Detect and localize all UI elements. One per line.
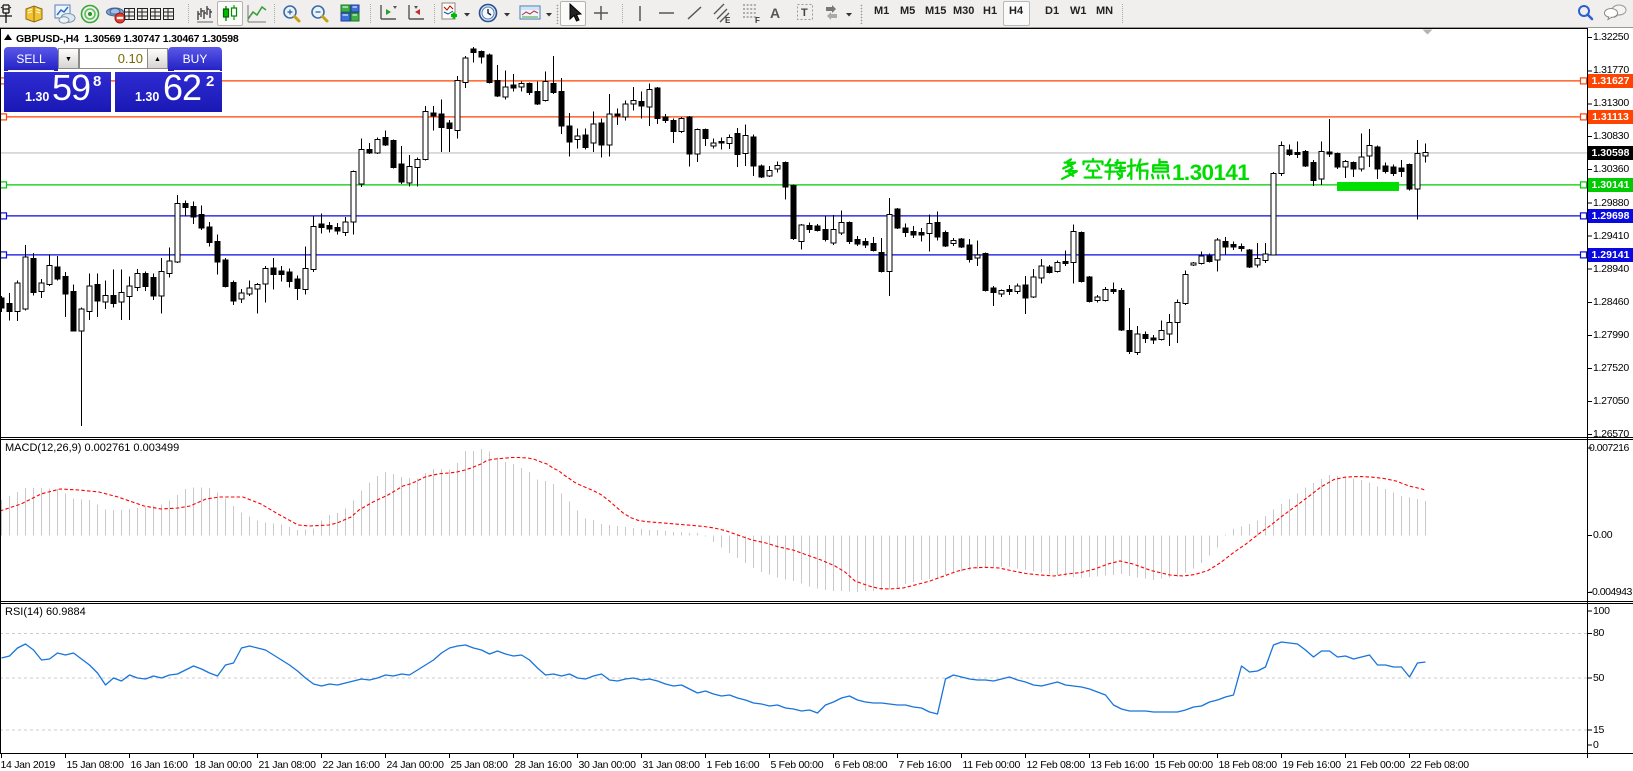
svg-text:T: T [801, 7, 808, 19]
svg-text:E: E [725, 16, 731, 25]
svg-text:1.30141: 1.30141 [1172, 160, 1249, 185]
svg-text:F: F [755, 16, 760, 25]
